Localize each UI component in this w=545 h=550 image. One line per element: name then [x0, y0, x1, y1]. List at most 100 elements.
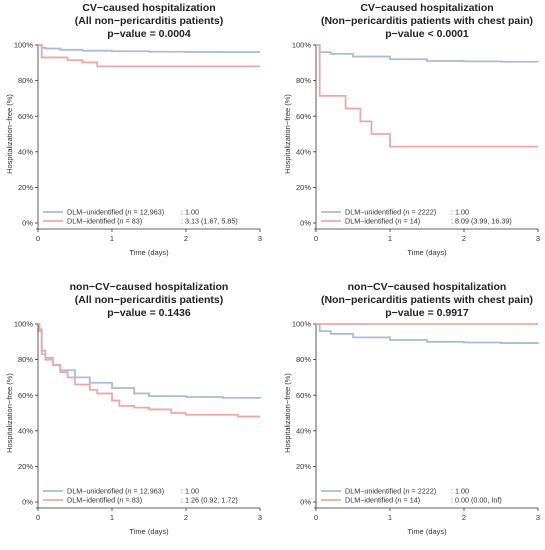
- chart-title-line-2: (All non−pericarditis patients): [75, 294, 223, 306]
- y-tick-label: 20%: [296, 183, 311, 192]
- y-tick-label: 100%: [14, 320, 34, 329]
- legend-hazard-ratio: : 1.00: [451, 487, 469, 496]
- legend-series-name: DLM−identified (: [345, 496, 398, 505]
- y-axis-label: Hospitalization−free (%): [5, 373, 14, 453]
- y-tick-label: 0%: [300, 219, 311, 228]
- legend-hazard-ratio: : 3.13 (1.67, 5.85): [181, 217, 238, 226]
- x-tick-label: 0: [314, 234, 318, 243]
- legend-n-symbol: n: [398, 217, 402, 226]
- legend-hazard-ratio: : 1.26 (0.92, 1.72): [181, 496, 238, 505]
- x-tick-label: 1: [388, 513, 392, 522]
- y-tick-label: 40%: [296, 147, 311, 156]
- legend-hazard-ratio: : 1.00: [181, 208, 199, 217]
- y-tick-label: 60%: [296, 112, 311, 121]
- chart-title-line-3: p−value = 0.1436: [107, 307, 191, 319]
- legend-hazard-ratio: : 1.00: [451, 208, 469, 217]
- legend-entry-unidentified: DLM−unidentified (n = 2222): 1.00: [345, 487, 469, 496]
- y-tick-label: 60%: [296, 391, 311, 400]
- legend-count: = 14): [402, 217, 421, 226]
- x-axis-label: Time (days): [407, 248, 447, 257]
- legend-n-symbol: n: [128, 208, 132, 217]
- x-tick-label: 1: [110, 513, 114, 522]
- series-line-identified: [38, 44, 260, 68]
- y-tick-label: 20%: [18, 183, 33, 192]
- y-tick-label: 40%: [18, 426, 33, 435]
- x-tick-label: 0: [314, 513, 318, 522]
- legend-count: = 2222): [410, 208, 437, 217]
- x-tick-label: 2: [462, 513, 466, 522]
- x-tick-label: 1: [110, 234, 114, 243]
- y-tick-label: 20%: [296, 462, 311, 471]
- legend-entry-unidentified: DLM−unidentified (n = 12,963) : 1.00: [67, 208, 199, 217]
- y-tick-label: 60%: [18, 112, 33, 121]
- legend-entry-unidentified: DLM−unidentified (n = 2222): 1.00: [345, 208, 469, 217]
- x-tick-label: 0: [36, 234, 40, 243]
- x-axis-label: Time (days): [407, 527, 447, 536]
- chart-title-line-2: (Non−pericarditis patients with chest pa…: [321, 15, 533, 27]
- x-axis-label: Time (days): [129, 248, 169, 257]
- legend-n-symbol: n: [406, 487, 410, 496]
- y-tick-label: 100%: [14, 41, 34, 50]
- series-line-unidentified: [316, 44, 539, 63]
- legend-series-name: DLM−identified (: [67, 217, 120, 226]
- x-tick-label: 2: [184, 513, 188, 522]
- legend-series-name: DLM−identified (: [345, 217, 398, 226]
- x-tick-label: 2: [462, 234, 466, 243]
- chart-title-line-1: non−CV−caused hospitalization: [70, 281, 229, 293]
- chart-panel-2: CV−caused hospitalization(Non−pericardit…: [283, 2, 540, 257]
- legend-series-name: DLM−unidentified (: [67, 487, 128, 496]
- y-tick-label: 80%: [296, 355, 311, 364]
- y-tick-label: 80%: [18, 355, 33, 364]
- chart-title-line-3: p−value < 0.0001: [385, 28, 469, 40]
- chart-panel-1: CV−caused hospitalization(All non−perica…: [5, 2, 262, 257]
- chart-panel-4: non−CV−caused hospitalization(Non−perica…: [283, 281, 540, 536]
- y-tick-label: 80%: [18, 76, 33, 85]
- legend-n-symbol: n: [398, 496, 402, 505]
- legend-entry-identified: DLM−identified (n = 14) : 0.00 (0.00, Inf…: [345, 496, 502, 505]
- y-tick-label: 60%: [18, 391, 33, 400]
- legend-n-symbol: n: [120, 496, 124, 505]
- y-axis-label: Hospitalization−free (%): [283, 373, 292, 453]
- legend-count: = 83): [124, 496, 143, 505]
- legend-hazard-ratio: : 1.00: [181, 487, 199, 496]
- y-tick-label: 40%: [296, 426, 311, 435]
- legend-hazard-ratio: : 8.09 (3.99, 16.39): [451, 217, 512, 226]
- series-line-unidentified: [38, 44, 260, 54]
- legend-count: = 12,963): [132, 487, 165, 496]
- legend-series-name: DLM−identified (: [67, 496, 120, 505]
- x-tick-label: 3: [258, 513, 262, 522]
- y-tick-label: 20%: [18, 462, 33, 471]
- legend-hazard-ratio: : 0.00 (0.00, Inf): [451, 496, 502, 505]
- y-axis-label: Hospitalization−free (%): [283, 94, 292, 174]
- legend-series-name: DLM−unidentified (: [345, 208, 406, 217]
- x-tick-label: 1: [388, 234, 392, 243]
- chart-title-line-3: p−value = 0.9917: [385, 307, 469, 319]
- x-tick-label: 3: [536, 513, 540, 522]
- legend-entry-identified: DLM−identified (n = 83) : 3.13 (1.67, 5.8…: [67, 217, 238, 226]
- legend-n-symbol: n: [120, 217, 124, 226]
- chart-title-line-1: CV−caused hospitalization: [360, 2, 493, 14]
- series-line-unidentified: [316, 323, 539, 344]
- legend-count: = 12,963): [132, 208, 165, 217]
- y-tick-label: 0%: [22, 498, 33, 507]
- x-tick-label: 3: [258, 234, 262, 243]
- x-tick-label: 0: [36, 513, 40, 522]
- series-line-unidentified: [38, 323, 261, 399]
- legend-n-symbol: n: [128, 487, 132, 496]
- chart-title-line-3: p−value = 0.0004: [107, 28, 191, 40]
- legend-entry-identified: DLM−identified (n = 83) : 1.26 (0.92, 1.7…: [67, 496, 238, 505]
- chart-title-line-1: non−CV−caused hospitalization: [348, 281, 507, 293]
- y-tick-label: 100%: [292, 320, 312, 329]
- chart-title-line-2: (Non−pericarditis patients with chest pa…: [321, 294, 533, 306]
- legend-series-name: DLM−unidentified (: [67, 208, 128, 217]
- series-line-identified: [316, 44, 538, 148]
- series-line-identified: [38, 323, 260, 418]
- chart-panel-3: non−CV−caused hospitalization(All non−pe…: [5, 281, 262, 536]
- legend-count: = 14): [402, 496, 421, 505]
- x-tick-label: 2: [184, 234, 188, 243]
- chart-title-line-1: CV−caused hospitalization: [82, 2, 215, 14]
- legend-count: = 2222): [410, 487, 437, 496]
- legend-entry-identified: DLM−identified (n = 14) : 8.09 (3.99, 16.…: [345, 217, 512, 226]
- legend-count: = 83): [124, 217, 143, 226]
